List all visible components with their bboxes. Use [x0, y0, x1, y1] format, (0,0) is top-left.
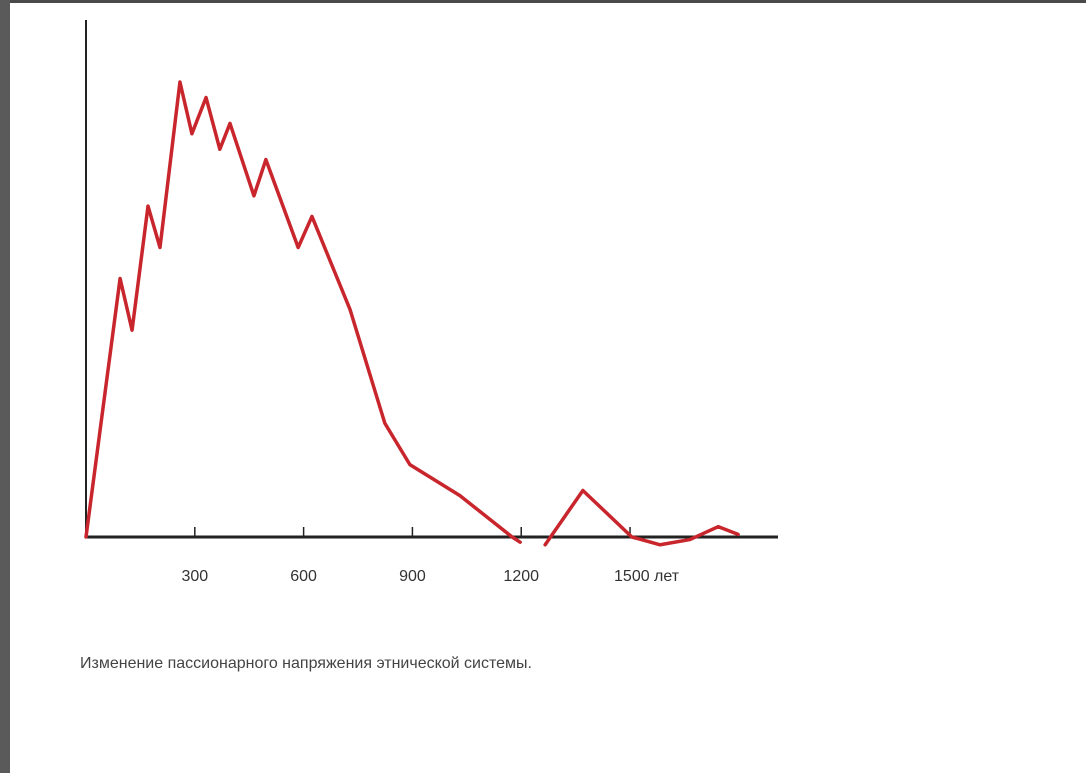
data-line — [84, 80, 740, 547]
x-tick-label: 900 — [399, 568, 426, 585]
x-tick-label: 1500 лет — [614, 568, 680, 585]
left-border — [0, 0, 10, 773]
x-tick-label: 1200 — [503, 568, 539, 585]
caption: Изменение пассионарного напряжения этнич… — [80, 655, 532, 672]
x-tick-label: 600 — [290, 568, 317, 585]
x-tick-label: 300 — [181, 568, 208, 585]
top-border — [0, 0, 1086, 3]
